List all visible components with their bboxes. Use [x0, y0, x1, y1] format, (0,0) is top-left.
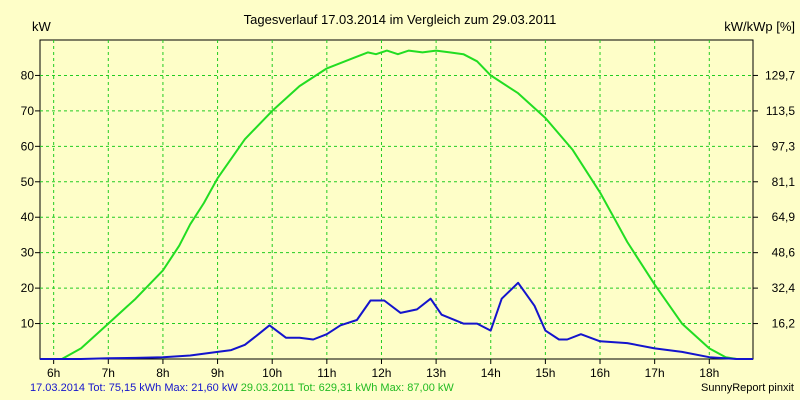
series-line-17-03-2014 [40, 281, 753, 360]
x-tick-label: 12h [371, 366, 391, 380]
y-tick-label-right: 64,9 [772, 210, 796, 224]
footer-legend: 17.03.2014 Tot: 75,15 kWh Max: 21,60 kW … [30, 382, 454, 394]
x-tick-label: 13h [426, 366, 446, 380]
x-tick-label: 7h [102, 366, 115, 380]
axis-ticks: 6h 7h 8h 9h 10h 11h 12h 13h 14h 15h 16h 17h 18h 10 16,… [21, 68, 796, 380]
y-axis-left-label: kW [32, 19, 52, 34]
legend-series-2014: 17.03.2014 Tot: 75,15 kWh Max: 21,60 kW [30, 382, 238, 394]
y-tick-label-left: 40 [21, 210, 35, 224]
y-tick-label-right: 16,2 [772, 317, 796, 331]
x-tick-label: 14h [481, 366, 501, 380]
y-tick-label-right: 81,1 [772, 175, 796, 189]
x-tick-label: 16h [590, 366, 610, 380]
x-tick-label: 11h [317, 366, 336, 380]
y-tick-label-right: 113,5 [766, 104, 795, 118]
x-tick-label: 15h [535, 366, 555, 380]
y-tick-label-right: 32,4 [772, 281, 796, 295]
y-tick-label-left: 20 [21, 281, 35, 295]
plot-area [39, 39, 754, 360]
series-layer [40, 49, 753, 360]
legend-series-2011: 29.03.2011 Tot: 629,31 kWh Max: 87,00 kW [240, 382, 454, 394]
x-tick-label: 9h [211, 366, 224, 380]
y-tick-label-left: 50 [21, 175, 35, 189]
y-tick-label-right: 48,6 [772, 246, 796, 260]
y-axis-right-label: kW/kWp [%] [724, 19, 795, 34]
x-tick-label: 18h [699, 366, 719, 380]
x-tick-label: 6h [47, 366, 60, 380]
y-tick-label-right: 97,3 [772, 139, 796, 153]
y-tick-label-right: 129,7 [765, 68, 795, 82]
y-tick-label-left: 80 [21, 68, 35, 82]
x-tick-label: 8h [156, 366, 169, 380]
series-line-29-03-2011 [40, 49, 753, 360]
chart-title: Tagesverlauf 17.03.2014 im Vergleich zum… [244, 12, 557, 27]
y-tick-label-left: 30 [21, 246, 35, 260]
x-tick-label: 17h [645, 366, 665, 380]
y-tick-label-left: 70 [21, 104, 35, 118]
y-tick-label-left: 10 [21, 317, 35, 331]
y-tick-label-left: 60 [21, 139, 35, 153]
x-tick-label: 10h [262, 366, 282, 380]
credit-text: SunnyReport pinxit [701, 382, 794, 394]
